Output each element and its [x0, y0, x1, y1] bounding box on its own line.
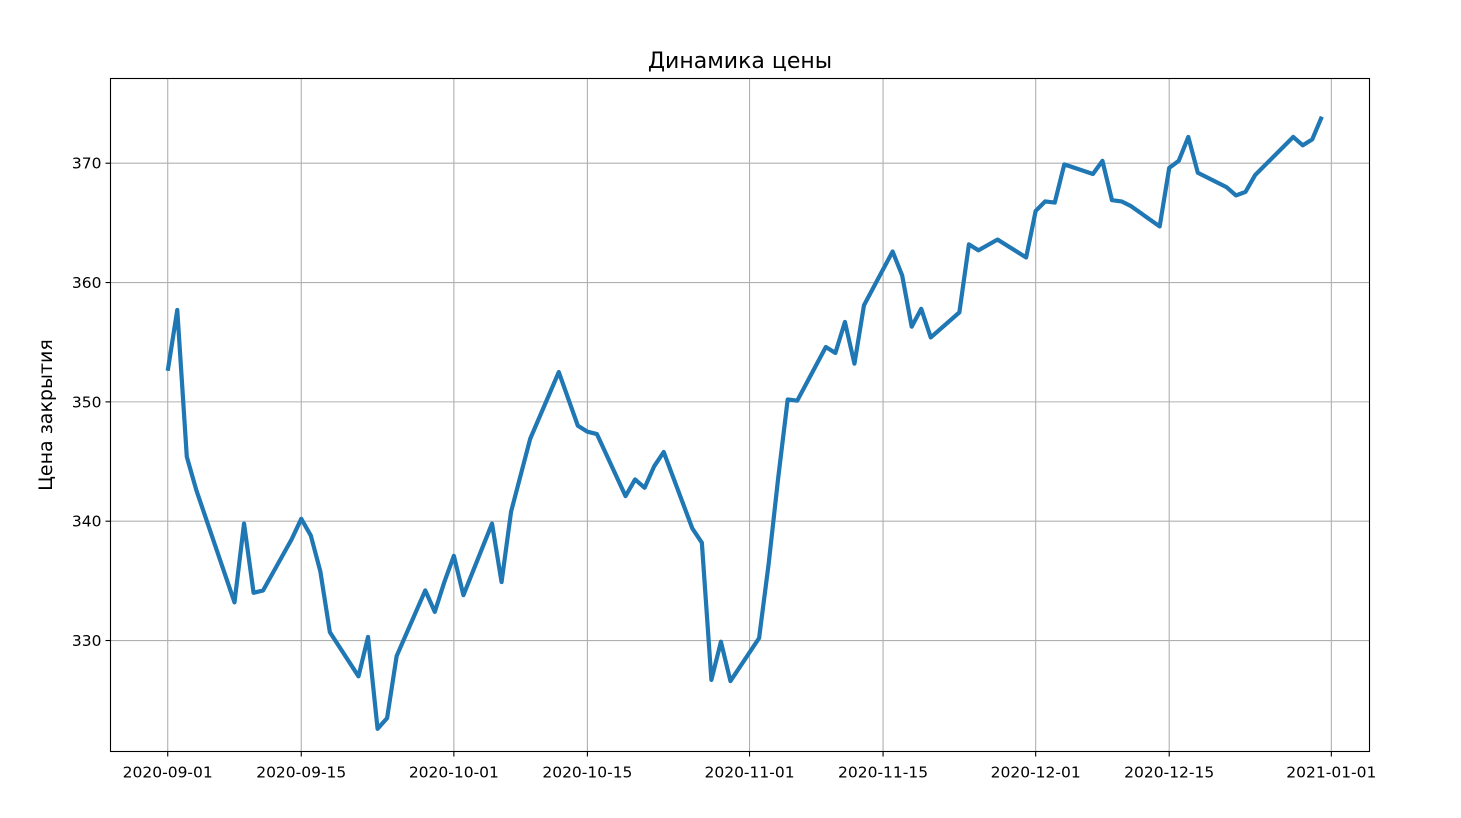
x-tick-label: 2020-10-01 [409, 764, 499, 782]
x-tick-label: 2020-11-15 [838, 764, 928, 782]
y-axis-label: Цена закрытия [35, 339, 57, 491]
x-tick-label: 2020-09-01 [123, 764, 213, 782]
x-axis: 2020-09-01 2020-09-15 2020-10-01 2020-10-15… [123, 751, 1376, 782]
y-tick-label: 340 [72, 513, 102, 531]
series-layer [165, 115, 1324, 731]
x-tick-label: 2020-12-15 [1124, 764, 1214, 782]
y-tick-label: 360 [72, 274, 102, 292]
y-tick-label: 330 [72, 632, 102, 650]
y-tick-label: 370 [72, 155, 102, 173]
x-tick-label: 2020-12-01 [991, 764, 1081, 782]
plot-frame [109, 77, 1371, 753]
x-tick-label: 2020-11-01 [704, 764, 794, 782]
chart-title: Динамика цены [648, 49, 832, 74]
x-tick-label: 2021-01-01 [1286, 764, 1376, 782]
x-tick-label: 2020-10-15 [542, 764, 632, 782]
x-tick-label: 2020-09-15 [256, 764, 346, 782]
grid-lines [110, 78, 1370, 752]
y-axis: 330 340 350 360 370 [72, 155, 111, 650]
y-tick-label: 350 [72, 393, 102, 411]
series-line [165, 115, 1324, 731]
